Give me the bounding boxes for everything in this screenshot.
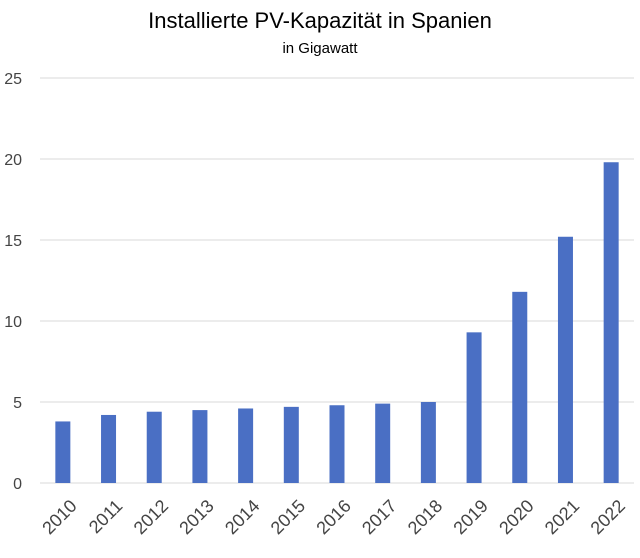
x-tick-label: 2016: [312, 496, 354, 538]
chart-title: Installierte PV-Kapazität in Spanien: [148, 8, 492, 33]
bar-2010: [55, 421, 71, 483]
chart-subtitle: in Gigawatt: [282, 40, 358, 57]
y-tick-label: 0: [13, 476, 22, 493]
bar-2020: [512, 291, 528, 483]
y-axis-ticks: 0 5 10 15 20 25: [4, 71, 22, 493]
bar-2014: [238, 408, 254, 483]
bar-2022: [603, 162, 619, 484]
bar-2017: [375, 403, 391, 483]
bar-2019: [466, 332, 482, 483]
x-tick-label: 2011: [85, 496, 127, 538]
x-tick-label: 2019: [449, 496, 491, 538]
x-tick-label: 2022: [587, 496, 629, 538]
x-tick-label: 2013: [175, 496, 217, 538]
x-tick-label: 2014: [221, 496, 263, 538]
bar-2011: [101, 414, 117, 483]
bar-2016: [329, 405, 345, 483]
y-tick-label: 20: [4, 152, 22, 169]
x-tick-label: 2017: [358, 496, 400, 538]
bar-2015: [283, 406, 299, 483]
x-tick-label: 2020: [495, 496, 537, 538]
bar-2021: [557, 236, 573, 483]
bar-2018: [420, 402, 436, 483]
y-tick-label: 10: [4, 314, 22, 331]
x-tick-label: 2018: [404, 496, 446, 538]
y-tick-label: 25: [4, 71, 22, 88]
bar-2013: [192, 410, 208, 483]
x-tick-label: 2012: [130, 496, 172, 538]
x-tick-label: 2010: [38, 496, 80, 538]
x-tick-label: 2021: [541, 496, 583, 538]
bars: [55, 162, 619, 484]
y-tick-label: 5: [13, 395, 22, 412]
bar-2012: [146, 411, 162, 483]
x-tick-label: 2015: [267, 496, 309, 538]
y-tick-label: 15: [4, 233, 22, 250]
x-axis-ticks: 2010 2011 2012 2013 2014 2015 2016 2017 2018 2019…: [38, 496, 629, 538]
